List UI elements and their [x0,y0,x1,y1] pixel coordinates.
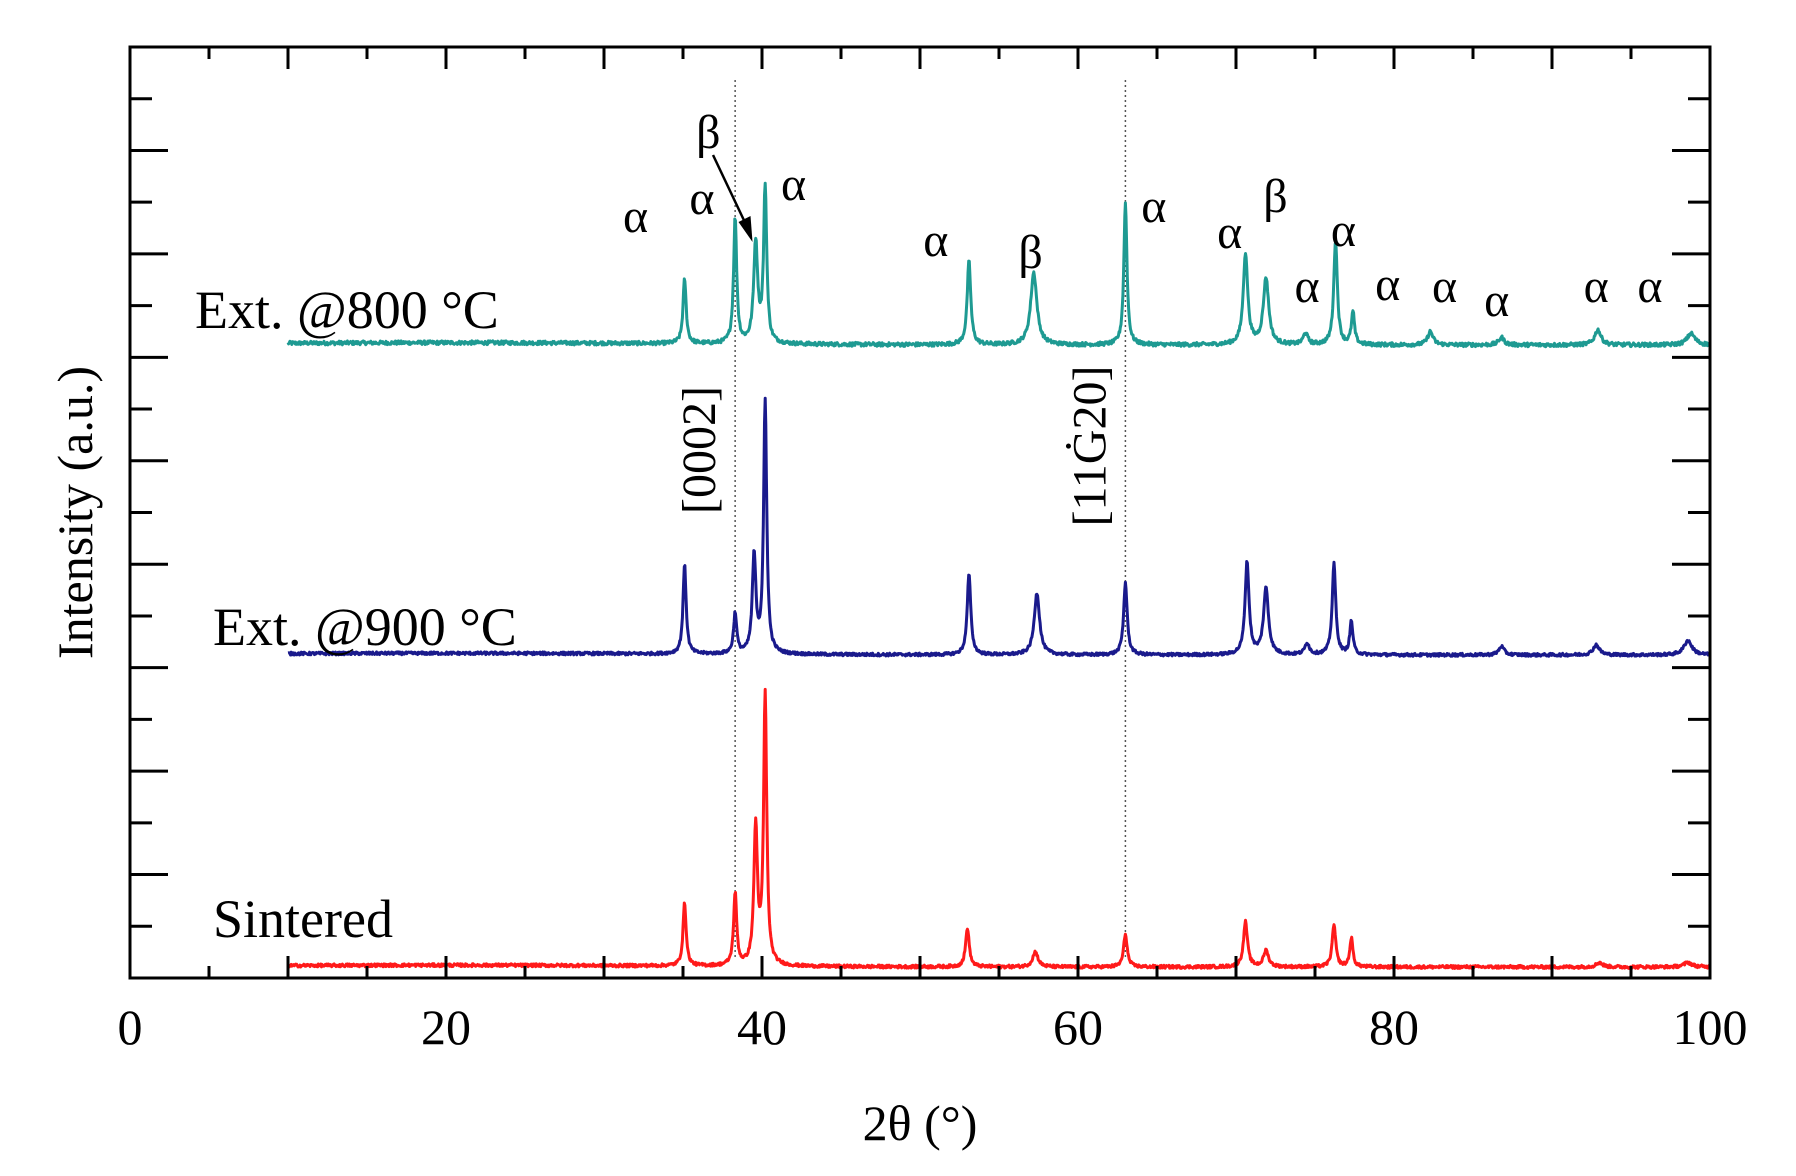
series-label: Ext. @900 °C [213,597,517,657]
phase-label: α [1637,260,1662,313]
phase-label: α [1432,260,1457,313]
x-tick-label: 20 [421,999,471,1055]
series-label: Sintered [213,889,393,949]
series-labels: Ext. @800 °C Ext. @900 °C Sintered [195,280,517,949]
x-tick-label: 0 [118,999,143,1055]
phase-label: α [1217,206,1242,259]
phase-label: α [623,190,648,243]
x-tick-label: 100 [1673,999,1748,1055]
phase-label: α [1295,260,1320,313]
x-axis-title: 2θ (°) [863,1095,978,1151]
phase-label: α [923,214,948,267]
arrow-shaft [711,154,751,233]
plane-labels: [0002] [11Ġ20] [673,366,1116,527]
x-tick-label: 40 [737,999,787,1055]
series-line [287,396,1711,658]
series-line [286,181,1712,349]
y-axis-title: Intensity (a.u.) [47,366,103,659]
phase-label: α [1584,260,1609,313]
beta-arrow [711,154,753,242]
phase-label: β [1018,226,1042,279]
phase-label: α [689,172,714,225]
phase-label: β [1263,170,1287,223]
phase-label: α [1141,180,1166,233]
series-label: Ext. @800 °C [195,280,499,340]
x-tick-label: 80 [1369,999,1419,1055]
plane-label: [0002] [673,386,726,514]
phase-label: α [781,158,806,211]
series-line [286,687,1711,970]
x-tick-labels: 0 20 40 60 80 100 [118,999,1748,1055]
phase-label: α [1375,258,1400,311]
plane-label: [11Ġ20] [1063,366,1116,527]
x-tick-label: 60 [1053,999,1103,1055]
arrow-head [738,216,753,242]
phase-label: α [1331,204,1356,257]
phase-label: α [1484,274,1509,327]
plot-frame [128,45,1712,980]
axis-ticks [128,47,1712,978]
phase-label: β [696,106,720,159]
